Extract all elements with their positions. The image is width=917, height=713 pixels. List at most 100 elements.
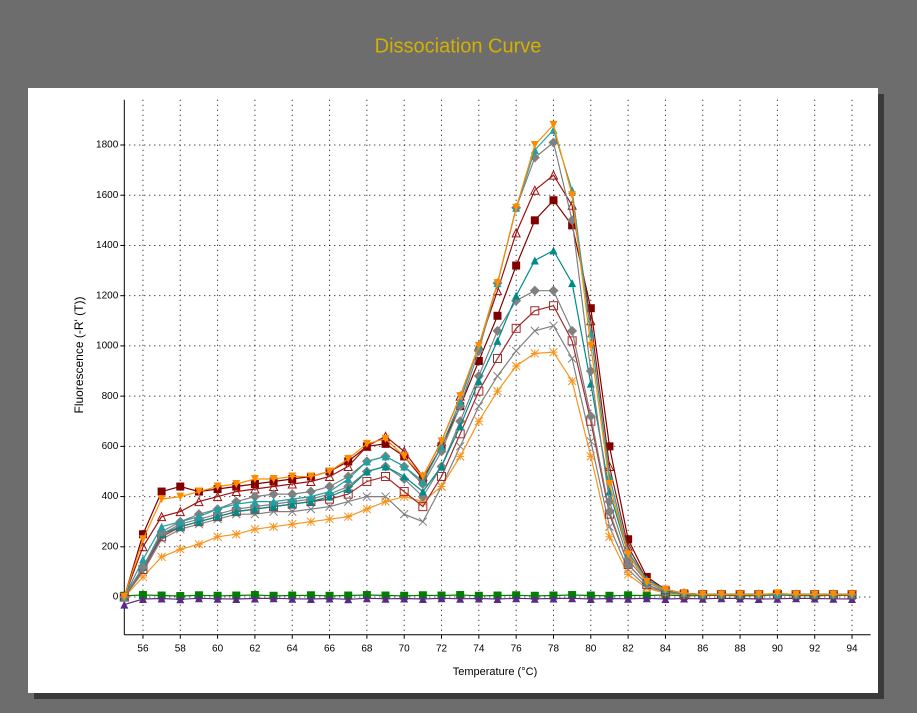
- marker: [511, 361, 521, 371]
- marker: [288, 472, 297, 481]
- marker: [530, 141, 539, 150]
- marker: [306, 595, 315, 604]
- marker: [567, 354, 577, 363]
- marker: [362, 441, 372, 451]
- marker: [604, 496, 615, 507]
- marker: [138, 530, 147, 539]
- marker: [437, 437, 446, 446]
- y-tick-label: 600: [102, 441, 119, 452]
- marker: [511, 346, 521, 356]
- marker: [418, 497, 428, 506]
- marker: [736, 590, 745, 599]
- marker: [325, 514, 334, 524]
- marker: [288, 500, 297, 509]
- marker: [530, 349, 540, 358]
- marker: [511, 227, 521, 238]
- marker: [399, 509, 409, 519]
- x-tick-label: 56: [137, 643, 149, 654]
- marker: [586, 452, 596, 461]
- marker: [232, 507, 241, 516]
- marker: [343, 461, 354, 471]
- marker: [269, 475, 278, 484]
- marker: [456, 422, 465, 431]
- x-tick-label: 70: [399, 643, 411, 654]
- marker: [548, 285, 559, 296]
- x-tick-label: 84: [660, 643, 672, 654]
- marker: [157, 522, 166, 531]
- marker: [418, 477, 427, 486]
- marker: [400, 452, 409, 461]
- marker: [717, 590, 726, 599]
- marker: [511, 323, 521, 333]
- marker: [287, 507, 297, 517]
- marker: [605, 472, 614, 481]
- marker: [548, 137, 559, 148]
- marker: [306, 492, 315, 501]
- x-tick-label: 82: [623, 643, 635, 654]
- marker: [624, 594, 633, 603]
- marker: [605, 532, 614, 542]
- marker: [512, 203, 521, 212]
- x-tick-label: 64: [287, 643, 299, 654]
- marker: [474, 341, 483, 350]
- y-tick-label: 1200: [96, 290, 119, 301]
- x-tick-label: 62: [249, 643, 261, 654]
- marker: [176, 595, 185, 604]
- marker: [586, 329, 595, 338]
- marker: [567, 336, 577, 346]
- marker: [530, 256, 539, 265]
- y-tick-label: 1000: [96, 341, 119, 352]
- marker: [698, 590, 707, 599]
- marker: [624, 550, 633, 559]
- x-tick-label: 78: [548, 643, 560, 654]
- marker: [344, 475, 353, 484]
- marker: [418, 517, 428, 527]
- panel: [28, 88, 878, 693]
- marker: [381, 434, 390, 443]
- y-tick-label: 200: [102, 541, 119, 552]
- marker: [306, 472, 315, 481]
- marker: [623, 570, 633, 579]
- marker: [287, 519, 297, 529]
- marker: [381, 452, 390, 461]
- marker: [493, 353, 502, 363]
- marker: [344, 454, 353, 463]
- marker: [437, 594, 446, 603]
- marker: [437, 471, 447, 481]
- marker: [586, 595, 595, 604]
- marker: [212, 491, 223, 502]
- marker: [548, 301, 558, 311]
- marker: [213, 594, 222, 603]
- marker: [157, 594, 166, 603]
- series-line: [123, 123, 852, 598]
- marker: [474, 594, 483, 603]
- marker: [548, 170, 559, 180]
- marker: [120, 600, 129, 609]
- marker: [530, 326, 540, 336]
- marker: [586, 304, 595, 313]
- marker: [176, 482, 185, 491]
- marker: [493, 311, 502, 320]
- y-tick-label: 1400: [96, 240, 119, 251]
- marker: [437, 442, 446, 451]
- marker: [493, 279, 502, 288]
- marker: [455, 442, 465, 451]
- marker: [568, 279, 577, 288]
- marker: [680, 589, 689, 598]
- marker: [474, 401, 484, 411]
- marker: [567, 376, 577, 386]
- marker: [176, 522, 185, 531]
- series-line: [124, 597, 853, 606]
- marker: [138, 555, 147, 564]
- marker: [493, 595, 502, 604]
- marker: [268, 489, 279, 500]
- marker: [624, 535, 633, 544]
- marker: [324, 481, 335, 492]
- marker: [325, 487, 334, 496]
- marker: [175, 544, 185, 554]
- marker: [605, 594, 614, 603]
- marker: [792, 590, 801, 599]
- x-tick-label: 88: [735, 643, 747, 654]
- marker: [549, 120, 558, 129]
